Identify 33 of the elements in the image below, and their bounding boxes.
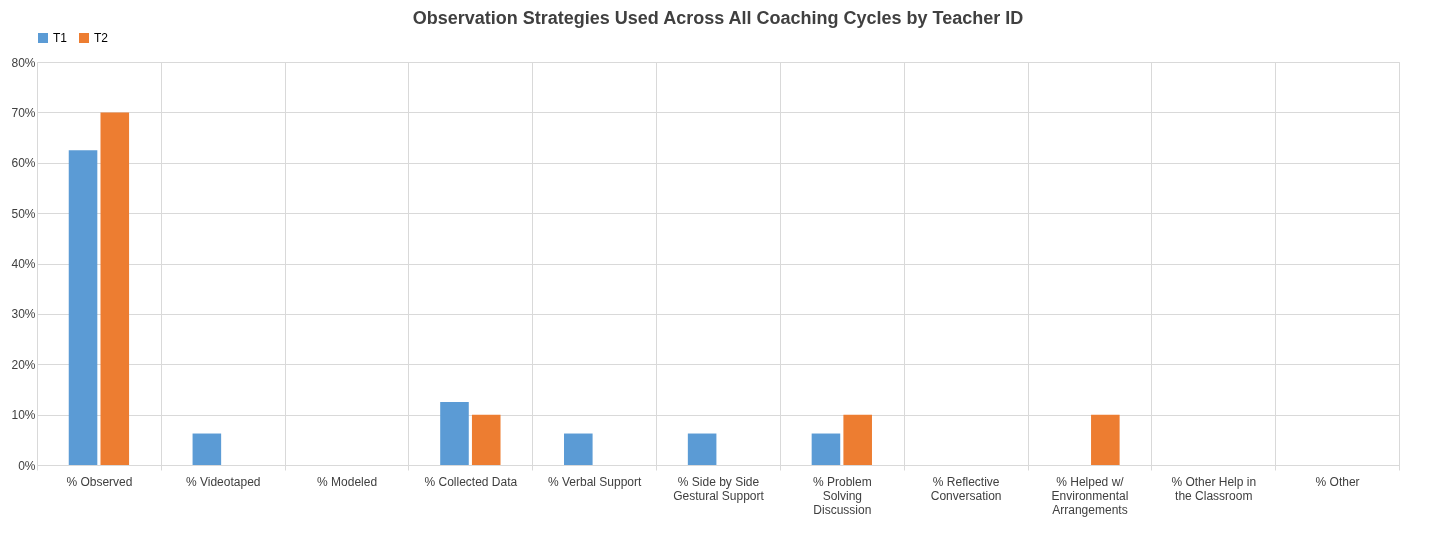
bar: [843, 414, 872, 465]
x-tick-label: % Side by Side Gestural Support: [673, 474, 765, 503]
x-tick-label: % Reflective Conversation: [930, 474, 1002, 503]
bar: [687, 433, 717, 465]
x-tick-label: % Helped w/ Environmental Arrangements: [1051, 474, 1129, 517]
x-tick-label: % Modeled: [317, 474, 378, 489]
bar: [1091, 414, 1120, 465]
x-tick-label: % Verbal Support: [547, 474, 643, 489]
y-tick-label: 60%: [11, 156, 36, 171]
y-tick-label: 0%: [18, 458, 36, 473]
bar: [471, 414, 501, 465]
chart-title: Observation Strategies Used Across All Coaching Cycles by Teacher ID: [412, 8, 1024, 28]
y-tick-label: 50%: [11, 206, 36, 221]
y-tick-label: 70%: [11, 105, 36, 120]
y-tick-label: 30%: [11, 307, 36, 322]
x-tick-label: % Collected Data: [424, 474, 518, 489]
x-tick-label: % Observed: [66, 474, 133, 489]
x-tick-label: % Videotaped: [185, 474, 261, 489]
x-tick-label: % Other Help in the Classroom: [1171, 474, 1257, 503]
bar: [100, 112, 130, 465]
bar: [192, 433, 222, 465]
bar: [68, 150, 98, 465]
bar: [564, 433, 593, 465]
y-tick-label: 20%: [11, 357, 36, 372]
bar: [811, 433, 841, 465]
y-tick-label: 40%: [11, 257, 36, 271]
x-tick-label: % Other: [1315, 474, 1360, 489]
legend-label: T1: [53, 31, 68, 45]
x-tick-label: % Problem Solving Discussion: [812, 474, 872, 517]
y-tick-label: 80%: [11, 55, 36, 70]
y-tick-label: 10%: [11, 408, 36, 423]
bar: [440, 402, 469, 465]
legend-label: T2: [94, 31, 109, 45]
